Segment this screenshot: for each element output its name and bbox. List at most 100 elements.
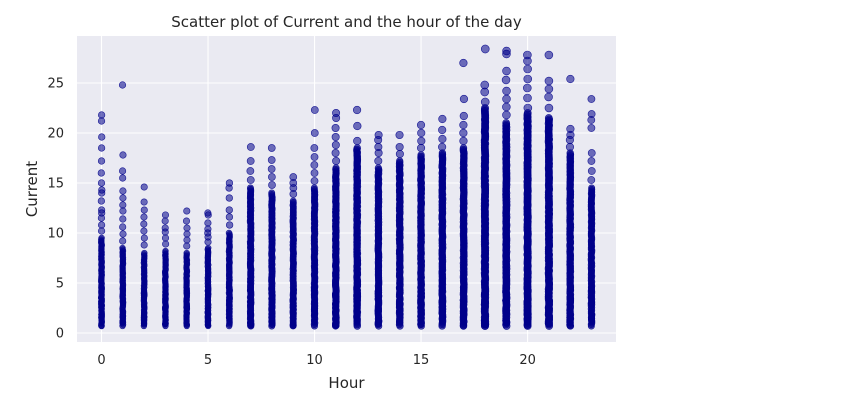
outlier-point: [118, 81, 127, 89]
data-point: [353, 282, 361, 290]
data-point: [140, 303, 148, 311]
data-point: [290, 286, 297, 293]
outlier-point: [310, 169, 319, 177]
outlier-point: [374, 157, 383, 166]
outlier-point: [267, 156, 276, 164]
outlier-point: [310, 177, 319, 185]
data-point: [588, 315, 596, 323]
outlier-point: [417, 128, 426, 138]
outlier-point: [183, 224, 191, 232]
data-point: [311, 290, 319, 298]
outlier-point: [268, 181, 276, 189]
outlier-point: [162, 240, 170, 248]
data-point: [268, 285, 276, 293]
outlier-point: [352, 105, 362, 115]
outlier-point: [502, 102, 511, 112]
outlier-point: [459, 58, 468, 68]
data-point: [162, 289, 169, 296]
outlier-point: [140, 227, 148, 235]
data-point: [566, 295, 574, 304]
outlier-point: [225, 194, 233, 202]
data-point: [162, 283, 169, 290]
outlier-point: [331, 124, 340, 133]
outlier-point: [246, 167, 255, 175]
outlier-point: [587, 110, 596, 118]
outlier-point: [97, 227, 106, 235]
outlier-point: [416, 120, 426, 130]
data-point: [353, 292, 361, 301]
data-point: [119, 299, 127, 306]
outlier-point: [119, 194, 127, 202]
data-point: [246, 184, 254, 192]
outlier-point: [98, 186, 106, 194]
outlier-point: [331, 133, 340, 142]
data-points: [97, 44, 596, 330]
data-point: [353, 302, 361, 310]
outlier-point: [395, 149, 404, 159]
outlier-point: [331, 141, 340, 150]
outlier-point: [544, 50, 554, 60]
outlier-point: [246, 157, 255, 165]
data-point: [459, 144, 468, 152]
data-point: [374, 295, 382, 303]
data-point: [225, 314, 233, 322]
outlier-point: [310, 106, 319, 114]
data-point: [247, 310, 255, 318]
data-point: [481, 290, 490, 299]
data-point: [502, 284, 510, 293]
outlier-point: [267, 144, 276, 152]
data-point: [268, 317, 276, 325]
outlier-point: [353, 136, 362, 146]
outlier-point: [204, 219, 212, 227]
outlier-point: [119, 174, 127, 182]
data-point: [438, 297, 447, 305]
data-point: [311, 284, 319, 292]
data-point: [205, 291, 212, 298]
outlier-point: [289, 173, 298, 181]
outlier-point: [140, 220, 148, 228]
outlier-point: [395, 142, 404, 152]
data-point: [566, 318, 574, 326]
outlier-point: [161, 217, 169, 225]
data-point: [310, 184, 318, 192]
outlier-point: [119, 237, 127, 245]
outlier-point: [502, 46, 511, 56]
outlier-point: [310, 153, 319, 161]
data-point: [310, 303, 318, 311]
data-point: [140, 292, 148, 299]
x-tick-label: 20: [519, 353, 536, 368]
outlier-point: [544, 103, 554, 113]
outlier-point: [310, 161, 319, 169]
outlier-point: [438, 134, 447, 144]
outlier-point: [225, 221, 234, 229]
data-point: [396, 157, 404, 165]
data-point: [98, 322, 105, 329]
outlier-point: [587, 149, 596, 157]
data-point: [247, 301, 255, 309]
outlier-point: [544, 84, 554, 94]
outlier-point: [204, 225, 212, 233]
y-tick-label: 5: [56, 277, 64, 292]
outlier-point: [566, 74, 575, 84]
outlier-point: [246, 176, 255, 184]
data-point: [183, 290, 191, 297]
data-point: [417, 151, 425, 159]
outlier-point: [268, 173, 276, 181]
data-point: [459, 296, 468, 304]
outlier-point: [140, 234, 148, 242]
data-point: [544, 114, 553, 122]
data-point: [502, 318, 511, 327]
outlier-point: [183, 207, 191, 215]
outlier-point: [501, 75, 511, 85]
outlier-point: [140, 213, 148, 221]
data-point: [162, 314, 169, 321]
data-point: [289, 197, 297, 205]
data-point: [268, 189, 276, 197]
data-point: [502, 309, 510, 318]
outlier-point: [98, 111, 106, 119]
outlier-point: [225, 206, 233, 214]
data-point: [438, 308, 446, 317]
chart-title: Scatter plot of Current and the hour of …: [171, 13, 522, 31]
outlier-point: [459, 111, 468, 121]
outlier-point: [204, 209, 212, 217]
